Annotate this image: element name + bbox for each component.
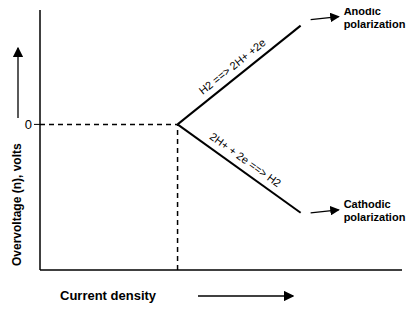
svg-text:Cathodicpolarization: Cathodicpolarization [344,198,406,223]
svg-text:Current density: Current density [60,288,157,303]
svg-text:Overvoltage (n), volts: Overvoltage (n), volts [10,143,24,266]
svg-text:2H+ + 2e ==> H2: 2H+ + 2e ==> H2 [208,130,284,189]
svg-text:0: 0 [25,117,32,132]
svg-text:Anodicpolarization: Anodicpolarization [344,8,406,30]
svg-text:H2 ==> 2H+ +2e: H2 ==> 2H+ +2e [197,36,268,96]
